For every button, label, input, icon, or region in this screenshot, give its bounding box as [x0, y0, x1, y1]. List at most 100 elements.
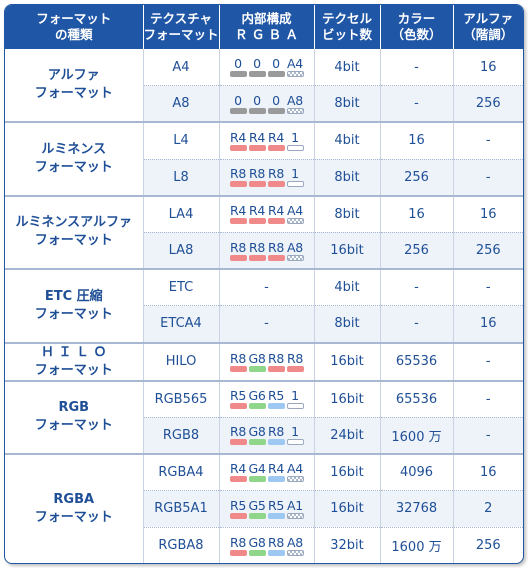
rgba-channel: A8: [286, 536, 304, 556]
rgba-channel: G8: [248, 534, 266, 556]
format-group-name-line: RGBA: [53, 491, 95, 507]
rgba-channel-group: R4 G4 R4 A4: [229, 461, 304, 483]
texture-format-cell: ETC: [143, 268, 220, 307]
table-row: RGB フォーマット RGB565 R5 G6 R5 1 16bit 65536-: [5, 379, 523, 455]
channel-label: A8: [287, 239, 303, 255]
internal-rgba-cell: R4 G4 R4 A4: [219, 452, 315, 492]
channel-swatch: [229, 549, 247, 556]
texel-bits-cell: 4bit: [314, 49, 381, 87]
color-count-cell: -: [380, 305, 454, 343]
alpha-levels-cell: 256: [453, 85, 523, 123]
channel-label: 0: [234, 56, 242, 72]
channel-swatch: [248, 218, 266, 225]
channel-label: G8: [248, 534, 266, 550]
rgba-channel: R8: [267, 352, 285, 372]
texture-format-cell: RGBA4: [143, 452, 220, 492]
texel-bits-cell: 16bit: [314, 341, 381, 381]
rgba-channel: 0: [229, 56, 247, 78]
channel-label: R4: [229, 461, 247, 477]
color-count-cell: 65536: [380, 341, 454, 381]
format-group-name-line: ETC 圧縮: [44, 288, 103, 304]
channel-swatch: [286, 181, 304, 188]
rgba-channel-group: R8 G8 R8 R8: [229, 350, 304, 372]
rgba-channel: G5: [248, 499, 266, 519]
channel-swatch: [248, 254, 266, 261]
rgba-channel: R8: [229, 424, 247, 446]
rgba-channel-group: 0 0 0 A8: [229, 94, 304, 114]
table-row: ルミネンス フォーマット L4 R4 R4 R4 1 4bit 16-: [5, 121, 523, 197]
rgba-channel: R8: [267, 241, 285, 261]
channel-swatch: [248, 365, 266, 372]
table-row: ルミネンスアルファ フォーマット LA4 R4 R4 R4 A4 8bit 16 16: [5, 194, 523, 271]
channel-label: R5: [267, 388, 285, 404]
texel-bits-cell: 4bit: [314, 268, 381, 307]
channel-label: R8: [229, 239, 247, 255]
texture-format-cell: LA8: [143, 232, 220, 270]
channel-swatch: [267, 512, 285, 519]
channel-label: R8: [229, 424, 247, 440]
table-row: RGB8 R8 G8 R8 1 24bit 1600 万-: [5, 417, 523, 455]
internal-rgba-cell: -: [219, 305, 315, 343]
alpha-levels-cell: -: [453, 341, 523, 381]
internal-rgba-cell: R5 G6 R5 1: [219, 379, 315, 418]
color-count-cell: 32768: [380, 490, 454, 528]
channel-label: R4: [248, 203, 266, 219]
table-row: RGBA8 R8 G8 R8 A8 32bit 1600 万 256: [5, 527, 523, 563]
alpha-levels-cell: -: [453, 159, 523, 197]
table-row: ETC 圧縮 フォーマット ETC -4bit - -: [5, 268, 523, 344]
internal-rgba-cell: R8 G8 R8 1: [219, 417, 315, 455]
table-body: アルファ フォーマット A4 0 0 0 A4 4bit -16 A8 0 0 0 A8 8bit -256 ル…: [5, 49, 523, 563]
channel-swatch: [286, 365, 304, 372]
channel-swatch: [267, 403, 285, 410]
texel-bits-cell: 8bit: [314, 305, 381, 343]
texel-bits-cell: 16bit: [314, 232, 381, 270]
color-count-cell: 16: [380, 194, 454, 233]
channel-swatch: [229, 254, 247, 261]
alpha-levels-cell: 16: [453, 194, 523, 233]
alpha-levels-cell: 256: [453, 232, 523, 270]
channel-label: R8: [267, 534, 285, 550]
texel-bits-cell: 16bit: [314, 490, 381, 528]
format-group-name-line: Ｈ Ｉ Ｌ Ｏ: [40, 344, 107, 360]
texel-bits-cell: 8bit: [314, 159, 381, 197]
channel-label: R4: [267, 203, 285, 219]
color-count-cell: 4096: [380, 452, 454, 492]
format-group-name: アルファ フォーマット: [5, 49, 144, 124]
internal-rgba-cell: R4 R4 R4 A4: [219, 194, 315, 233]
rgba-channel: G4: [248, 462, 266, 483]
rgba-channel: R8: [229, 167, 247, 188]
texture-format-table-panel: フォーマット の種類 テクスチャ フォーマット 内部構成 Ｒ Ｇ Ｂ Ａ テクセル ビッ…: [4, 4, 524, 564]
rgba-channel: 0: [267, 57, 285, 78]
rgba-channel: A8: [286, 239, 304, 261]
rgba-channel: G6: [248, 388, 266, 410]
channel-label: 1: [291, 388, 299, 404]
color-count-cell: 1600 万: [380, 417, 454, 455]
channel-label: R8: [286, 350, 304, 366]
channel-swatch: [229, 144, 247, 151]
channel-swatch: [267, 71, 285, 78]
rgba-channel: R8: [267, 425, 285, 446]
format-group-name-line: フォーマット: [34, 233, 113, 249]
rgba-channel: 0: [248, 94, 266, 114]
channel-label: G6: [248, 388, 266, 404]
rgba-channel: 0: [229, 94, 247, 114]
channel-swatch: [229, 403, 247, 410]
alpha-levels-cell: -: [453, 379, 523, 418]
channel-label: 1: [291, 166, 299, 182]
rgba-channel: R4: [267, 129, 285, 151]
rgba-channel-group: R5 G6 R5 1: [229, 388, 304, 410]
rgba-channel-group: R8 G8 R8 A8: [229, 534, 304, 556]
format-group-name: RGBA フォーマット: [5, 452, 144, 563]
rgba-channel: R8: [229, 352, 247, 372]
channel-swatch: [229, 71, 247, 78]
rgba-channel: R5: [267, 388, 285, 410]
channel-swatch: [286, 71, 304, 78]
channel-label: R4: [267, 129, 285, 145]
channel-swatch: [248, 144, 266, 151]
alpha-levels-cell: 2: [453, 490, 523, 528]
channel-label: R4: [229, 203, 247, 219]
rgba-channel: R4: [229, 461, 247, 483]
channel-label: R8: [248, 166, 266, 182]
texel-bits-cell: 4bit: [314, 121, 381, 160]
header-texture-format: テクスチャ フォーマット: [143, 5, 220, 49]
